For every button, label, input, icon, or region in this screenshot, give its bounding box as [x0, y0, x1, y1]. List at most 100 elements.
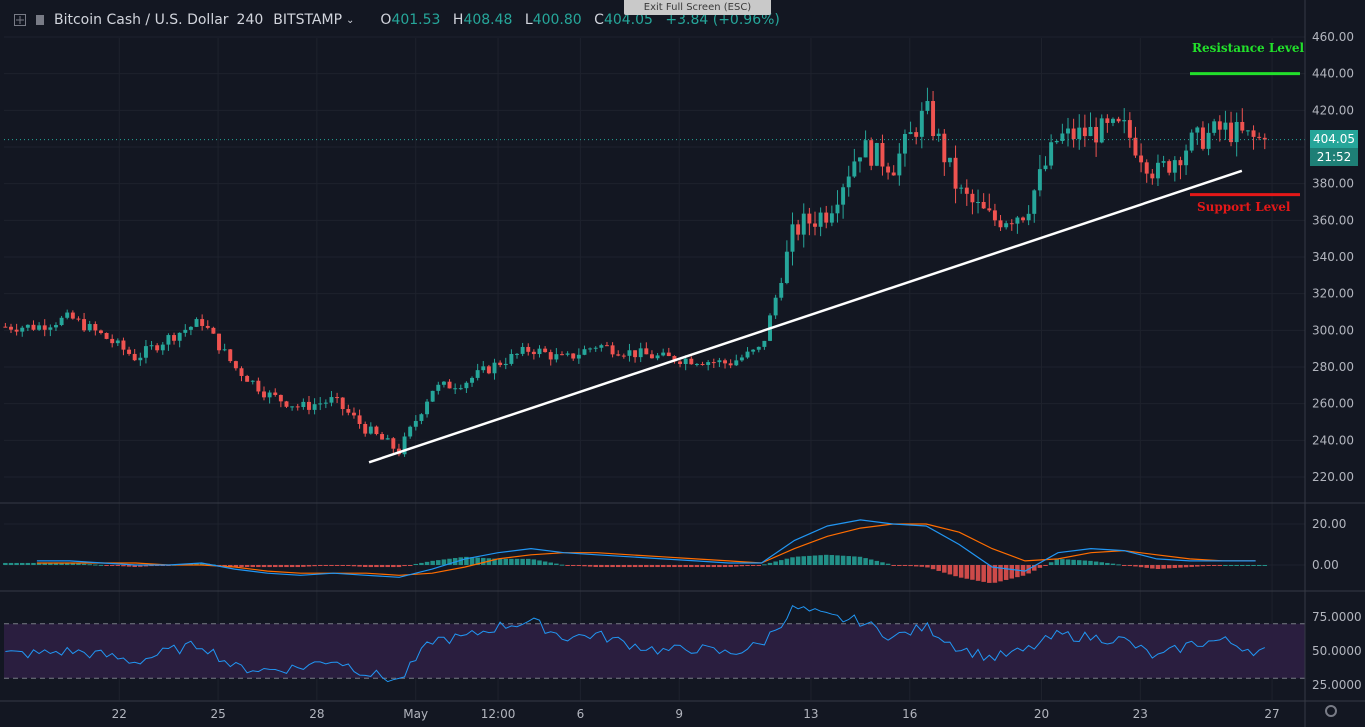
candle-body	[1262, 137, 1267, 140]
candle-body	[14, 329, 19, 332]
macd-histogram-bar	[1166, 565, 1172, 569]
macd-histogram-bar	[407, 565, 413, 566]
macd-histogram-bar	[385, 565, 390, 568]
candle-body	[891, 172, 896, 176]
candle-body	[599, 345, 604, 348]
macd-histogram-bar	[919, 565, 925, 567]
last-price-value: 404.05	[1313, 132, 1355, 146]
macd-histogram-bar	[615, 565, 621, 568]
macd-histogram-bar	[1054, 559, 1060, 565]
macd-histogram-bar	[3, 562, 8, 565]
candle-body	[869, 140, 874, 166]
candle-body	[689, 358, 694, 365]
macd-histogram-bar	[1082, 560, 1088, 565]
close-label: C	[594, 12, 604, 28]
macd-histogram-bar	[1138, 565, 1144, 568]
x-tick-label: 28	[309, 707, 324, 721]
macd-histogram-bar	[689, 565, 694, 568]
macd-histogram-bar	[514, 558, 520, 565]
candle-body	[1172, 160, 1177, 173]
candle-body	[711, 362, 716, 364]
candle-body	[402, 436, 407, 455]
macd-histogram-bar	[722, 565, 728, 568]
macd-histogram-bar	[1155, 565, 1161, 570]
candle-body	[998, 220, 1003, 228]
macd-histogram-bar	[1071, 559, 1076, 565]
macd-histogram-bar	[1172, 565, 1178, 568]
candle-body	[796, 224, 801, 235]
macd-histogram-bar	[857, 556, 863, 565]
macd-histogram-bar	[93, 564, 98, 566]
candle-body	[627, 350, 632, 356]
macd-histogram-bar	[711, 565, 717, 568]
candle-body	[48, 327, 53, 330]
candle-body	[655, 355, 660, 359]
interval[interactable]: 240	[236, 12, 264, 28]
macd-histogram-bar	[1223, 565, 1228, 566]
candle-body	[1139, 155, 1144, 163]
macd-histogram-bar	[779, 560, 784, 565]
candle-body	[1155, 162, 1160, 179]
candle-body	[1195, 127, 1200, 133]
macd-histogram-bar	[1234, 565, 1239, 566]
candle-body	[1054, 140, 1059, 143]
close-value: 404.05	[603, 12, 653, 28]
support-label: Support Level	[1197, 200, 1291, 214]
candle-body	[1116, 118, 1121, 122]
price-tick-label: 360.00	[1312, 213, 1354, 227]
macd-histogram-bar	[424, 561, 430, 565]
candle-body	[408, 426, 413, 437]
candle-body	[351, 412, 356, 416]
macd-histogram-bar	[109, 565, 115, 566]
rsi-line	[5, 604, 1266, 683]
price-pane	[3, 87, 1267, 457]
chevron-down-icon[interactable]: ⌄	[346, 14, 355, 26]
macd-histogram-bar	[885, 563, 891, 565]
x-tick-label: 6	[577, 707, 585, 721]
candle-body	[717, 360, 722, 363]
candle-body	[751, 349, 756, 352]
macd-histogram-bar	[306, 565, 312, 567]
candle-body	[841, 187, 846, 205]
candle-body	[1184, 150, 1189, 166]
macd-histogram-bar	[930, 565, 936, 570]
candle-body	[886, 166, 891, 173]
candle-body	[290, 406, 295, 408]
gear-icon	[1325, 705, 1337, 717]
candle-body	[1245, 130, 1250, 132]
macd-histogram-bar	[942, 565, 947, 573]
candle-body	[20, 327, 25, 332]
exit-fullscreen-button[interactable]: Exit Full Screen (ESC)	[624, 0, 771, 15]
candle-body	[560, 354, 564, 356]
candle-body	[683, 358, 688, 364]
candle-body	[1229, 122, 1234, 143]
macd-histogram-bar	[1256, 565, 1262, 566]
candle-body	[638, 348, 643, 358]
macd-histogram-bar	[863, 558, 868, 565]
candle-body	[947, 157, 952, 163]
macd-histogram-bar	[31, 562, 36, 565]
candle-body	[1037, 169, 1042, 191]
expand-icon[interactable]	[14, 14, 26, 26]
candle-body	[93, 324, 98, 331]
candle-body	[1077, 127, 1082, 140]
macd-histogram-bar	[1189, 565, 1194, 567]
macd-histogram-bar	[1262, 565, 1268, 566]
macd-histogram-bar	[1195, 565, 1200, 567]
exchange[interactable]: BITSTAMP	[273, 12, 343, 28]
low-label: L	[524, 12, 533, 28]
macd-histogram-bar	[312, 565, 317, 567]
macd-histogram-bar	[1003, 565, 1009, 580]
candle-body	[790, 224, 795, 252]
macd-histogram-bar	[289, 565, 295, 568]
symbol-name[interactable]: Bitcoin Cash / U.S. Dollar	[54, 12, 229, 28]
macd-histogram-bar	[323, 565, 329, 566]
candle-body	[486, 366, 491, 374]
candle-body	[520, 346, 525, 354]
candle-body	[1105, 118, 1110, 123]
macd-histogram-bar	[880, 562, 885, 565]
macd-histogram-bar	[587, 565, 593, 567]
candle-body	[82, 319, 87, 331]
candle-body	[914, 132, 919, 137]
candle-body	[897, 153, 902, 176]
